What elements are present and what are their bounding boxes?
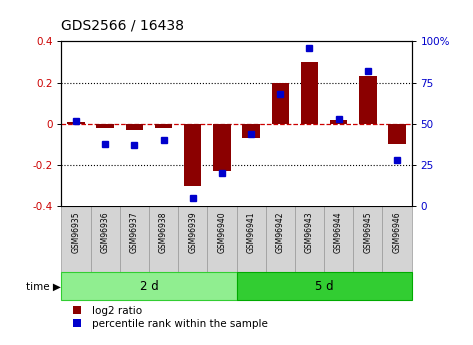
Bar [149, 206, 178, 272]
Text: GSM96944: GSM96944 [334, 211, 343, 253]
Bar [67, 122, 85, 124]
Text: 5 d: 5 d [315, 280, 333, 293]
Text: GSM96938: GSM96938 [159, 211, 168, 253]
Bar [96, 124, 114, 128]
Text: GSM96937: GSM96937 [130, 211, 139, 253]
Text: time ▶: time ▶ [26, 281, 61, 291]
Bar [236, 272, 412, 300]
Bar [301, 62, 318, 124]
Bar [120, 206, 149, 272]
Bar [236, 206, 266, 272]
Bar [388, 124, 406, 145]
Text: GSM96942: GSM96942 [276, 211, 285, 253]
Bar [272, 82, 289, 124]
Text: GSM96943: GSM96943 [305, 211, 314, 253]
Bar [353, 206, 382, 272]
Bar [207, 206, 236, 272]
Bar [155, 124, 172, 128]
Bar [382, 206, 412, 272]
Text: GSM96936: GSM96936 [101, 211, 110, 253]
Text: GSM96939: GSM96939 [188, 211, 197, 253]
Bar [178, 206, 207, 272]
Bar [126, 124, 143, 130]
Text: GSM96945: GSM96945 [363, 211, 372, 253]
Text: 2 d: 2 d [140, 280, 158, 293]
Bar [61, 272, 236, 300]
Bar [266, 206, 295, 272]
Bar [359, 77, 377, 124]
Text: GDS2566 / 16438: GDS2566 / 16438 [61, 19, 184, 33]
Bar [91, 206, 120, 272]
Bar [213, 124, 231, 171]
Bar [184, 124, 201, 186]
Text: GSM96940: GSM96940 [218, 211, 227, 253]
Text: GSM96935: GSM96935 [71, 211, 80, 253]
Text: GSM96941: GSM96941 [246, 211, 255, 253]
Bar [324, 206, 353, 272]
Bar [330, 120, 347, 124]
Bar [295, 206, 324, 272]
Text: GSM96946: GSM96946 [393, 211, 402, 253]
Bar [61, 206, 91, 272]
Legend: log2 ratio, percentile rank within the sample: log2 ratio, percentile rank within the s… [67, 306, 268, 329]
Bar [242, 124, 260, 138]
